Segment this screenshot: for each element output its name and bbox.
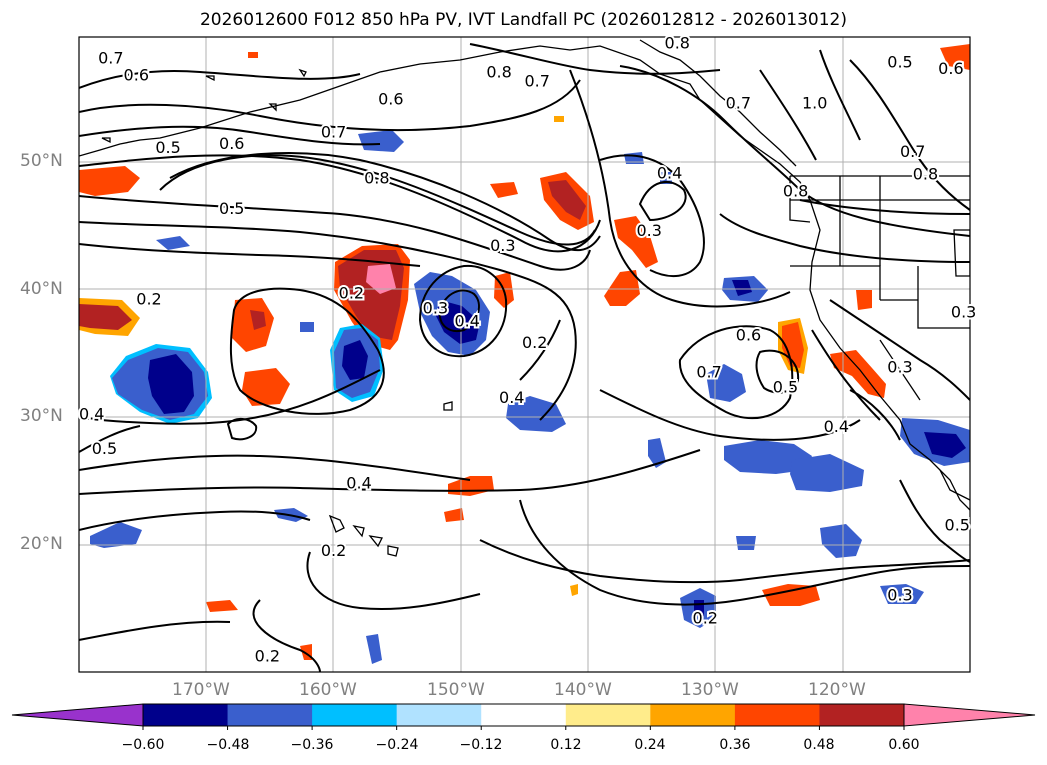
contour-label: 0.8: [364, 169, 389, 188]
colorbar-swatch: [650, 704, 736, 726]
lon-label-130w: 130°W: [681, 680, 739, 700]
colorbar-tick: −0.12: [459, 737, 503, 753]
colorbar-swatch: [396, 704, 482, 726]
contour-label: 0.3: [490, 236, 515, 255]
contour-label: 0.3: [887, 585, 912, 604]
colorbar-swatch: [143, 704, 229, 726]
contour-label: 0.7: [321, 123, 346, 142]
lat-label-30n: 30°N: [20, 406, 63, 426]
contour-labels: 0.70.60.60.8 0.70.80.7 1.00.5 0.60.60.50.70…: [77, 31, 978, 667]
colorbar-extend-low: [11, 703, 144, 727]
contour-label: 0.7: [726, 93, 751, 112]
contour-label: 0.8: [783, 181, 808, 200]
colorbar: [11, 703, 1036, 730]
contour-label: 0.8: [913, 165, 938, 184]
lat-label-40n: 40°N: [20, 279, 63, 299]
lat-label-50n: 50°N: [20, 151, 63, 171]
pv-negative-anomaly-shading: [90, 130, 970, 664]
pv-positive-anomaly-shading: [79, 44, 970, 660]
colorbar-tick: −0.36: [290, 737, 334, 753]
colorbar-tick: 0.60: [888, 737, 920, 753]
colorbar-tick: 0.36: [719, 737, 751, 753]
contour-label: 0.4: [657, 163, 682, 182]
contour-label: 0.6: [219, 134, 244, 153]
lon-label-170w: 170°W: [172, 680, 230, 700]
map-plot-area: [79, 37, 970, 672]
contour-label: 0.5: [945, 515, 970, 534]
contour-label: 0.5: [887, 53, 912, 72]
contour-label: 0.5: [219, 199, 244, 218]
contour-label: 0.3: [637, 221, 662, 240]
contour-label: 0.2: [339, 283, 364, 302]
contour-label: 0.5: [92, 439, 117, 458]
colorbar-tick: 0.24: [634, 737, 666, 753]
lon-label-150w: 150°W: [427, 680, 485, 700]
colorbar-extend-high: [903, 703, 1036, 727]
contour-label: 0.7: [696, 362, 721, 381]
contour-label: 1.0: [802, 93, 827, 112]
colorbar-swatch: [227, 704, 313, 726]
colorbar-outline: [142, 703, 905, 727]
colorbar-tick: −0.48: [206, 737, 250, 753]
map-title: 2026012600 F012 850 hPa PV, IVT Landfall…: [199, 10, 847, 30]
contour-label: 0.6: [938, 59, 963, 78]
colorbar-tick: 0.12: [550, 737, 582, 753]
contour-label: 0.5: [155, 138, 180, 157]
contour-label: 0.5: [773, 378, 798, 397]
contour-label: 0.8: [665, 33, 690, 52]
contour-label: 0.8: [486, 63, 511, 82]
contour-label: 0.6: [378, 89, 403, 108]
map-frame: [78, 36, 971, 673]
graticule: [79, 37, 970, 672]
colorbar-tick: 0.48: [803, 737, 835, 753]
contour-label: 0.7: [900, 142, 925, 161]
contour-label: 0.4: [824, 417, 849, 436]
lon-label-160w: 160°W: [299, 680, 357, 700]
contour-label: 0.6: [124, 65, 149, 84]
contour-label: 0.2: [136, 290, 161, 309]
contour-label: 0.2: [321, 541, 346, 560]
colorbar-swatch: [565, 704, 651, 726]
colorbar-swatch: [312, 704, 398, 726]
contour-label: 0.2: [255, 647, 280, 666]
contour-label: 0.3: [423, 299, 448, 318]
contour-label: 0.2: [693, 608, 718, 627]
colorbar-tick: −0.24: [375, 737, 419, 753]
contour-label: 0.3: [887, 357, 912, 376]
colorbar-tick: −0.60: [121, 737, 165, 753]
contour-label: 0.7: [98, 49, 123, 68]
lon-label-140w: 140°W: [554, 680, 612, 700]
colorbar-swatch: [734, 704, 820, 726]
colorbar-swatch: [481, 704, 567, 726]
coastlines: [79, 39, 970, 557]
contour-label: 0.4: [79, 404, 104, 423]
lon-label-120w: 120°W: [808, 680, 866, 700]
lat-label-20n: 20°N: [20, 534, 63, 554]
contour-label: 0.4: [454, 311, 479, 330]
colorbar-swatch: [819, 704, 905, 726]
pv-contours: [79, 43, 970, 672]
contour-label: 0.2: [522, 333, 547, 352]
contour-label: 0.7: [525, 72, 550, 91]
contour-label: 0.4: [346, 473, 371, 492]
contour-label: 0.4: [499, 388, 524, 407]
contour-label: 0.3: [951, 302, 976, 321]
contour-label: 0.6: [736, 325, 761, 344]
